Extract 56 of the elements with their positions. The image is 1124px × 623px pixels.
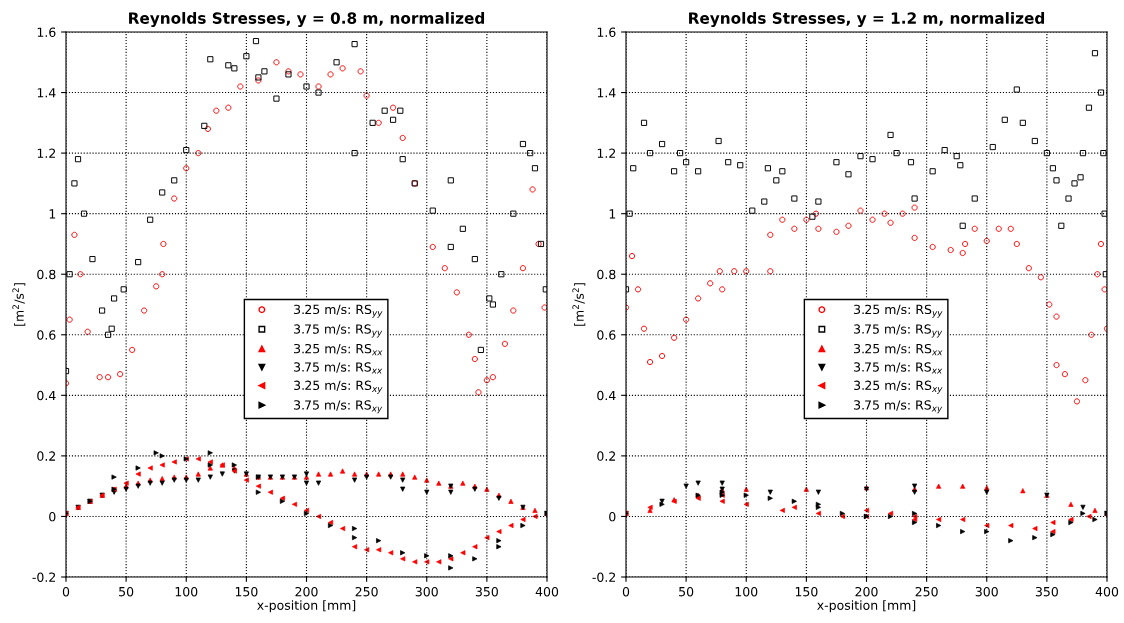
x-tick-label: 150 [235, 586, 258, 597]
legend-label: 3.25 m/s: RS$_{xy}$ [854, 380, 943, 394]
y-tick-label: 1 [49, 209, 56, 219]
x-tick-label: 100 [735, 586, 758, 597]
legend-label: 3.25 m/s: RS$_{xx}$ [294, 343, 383, 356]
legend-label: 3.25 m/s: RS$_{xx}$ [854, 343, 943, 356]
y-tick-label: 0.8 [37, 269, 56, 280]
y-axis-title: [m$^{2}$/s$^{2}$] [12, 283, 26, 326]
legend-label: 3.25 m/s: RS$_{xy}$ [294, 380, 383, 394]
legend-label: 3.25 m/s: RS$_{yy}$ [294, 304, 383, 318]
y-tick-label: 0 [609, 511, 616, 522]
x-tick-label: 200 [295, 586, 318, 597]
y-tick-label: 1.4 [37, 88, 56, 98]
x-tick-label: 350 [1035, 586, 1058, 597]
legend-label: 3.75 m/s: RS$_{xy}$ [294, 400, 383, 414]
x-tick-label: 0 [622, 586, 630, 597]
y-tick-label: 0.2 [37, 451, 56, 461]
x-tick-label: 200 [855, 586, 878, 597]
x-axis-title: x-position [mm] [817, 600, 916, 613]
legend-label: 3.25 m/s: RS$_{yy}$ [854, 304, 943, 318]
y-tick-label: 1.2 [37, 148, 56, 158]
y-tick-label: -0.2 [592, 572, 616, 582]
y-tick-label: 1.2 [597, 148, 616, 158]
legend-label: 3.75 m/s: RS$_{yy}$ [294, 324, 383, 338]
legend-label: 3.75 m/s: RS$_{yy}$ [854, 324, 943, 338]
x-tick-label: 300 [415, 586, 438, 597]
legend-label: 3.75 m/s: RS$_{xx}$ [294, 362, 383, 374]
x-tick-label: 400 [1095, 586, 1119, 597]
chart-title: Reynolds Stresses, y = 1.2 m, normalized [689, 12, 1045, 27]
x-tick-label: 350 [475, 586, 498, 597]
y-tick-label: 0.6 [597, 330, 616, 340]
y-tick-label: -0.2 [32, 572, 56, 582]
y-tick-label: 1.6 [37, 27, 56, 37]
x-tick-label: 100 [175, 586, 198, 597]
x-tick-label: 300 [975, 586, 998, 597]
y-tick-label: 0 [49, 511, 56, 522]
x-tick-label: 250 [915, 586, 938, 597]
legend-label: 3.75 m/s: RS$_{xx}$ [854, 362, 943, 374]
y-tick-label: 0.2 [597, 451, 616, 461]
y-tick-label: 1.6 [597, 27, 616, 37]
chart-title: Reynolds Stresses, y = 0.8 m, normalized [129, 12, 485, 27]
y-tick-label: 0.4 [37, 390, 56, 401]
y-axis-title: [m$^{2}$/s$^{2}$] [572, 283, 586, 326]
legend-label: 3.75 m/s: RS$_{xy}$ [854, 400, 943, 414]
x-tick-label: 150 [795, 586, 818, 597]
x-tick-label: 250 [355, 586, 378, 597]
y-tick-label: 0.4 [597, 390, 616, 401]
x-tick-label: 50 [679, 586, 694, 597]
y-tick-label: 1 [609, 209, 616, 219]
x-tick-label: 0 [62, 586, 70, 597]
x-axis-title: x-position [mm] [257, 600, 356, 613]
y-tick-label: 0.8 [597, 269, 616, 280]
y-tick-label: 0.6 [37, 330, 56, 340]
y-tick-label: 1.4 [597, 88, 616, 98]
x-tick-label: 50 [119, 586, 134, 597]
x-tick-label: 400 [535, 586, 559, 597]
